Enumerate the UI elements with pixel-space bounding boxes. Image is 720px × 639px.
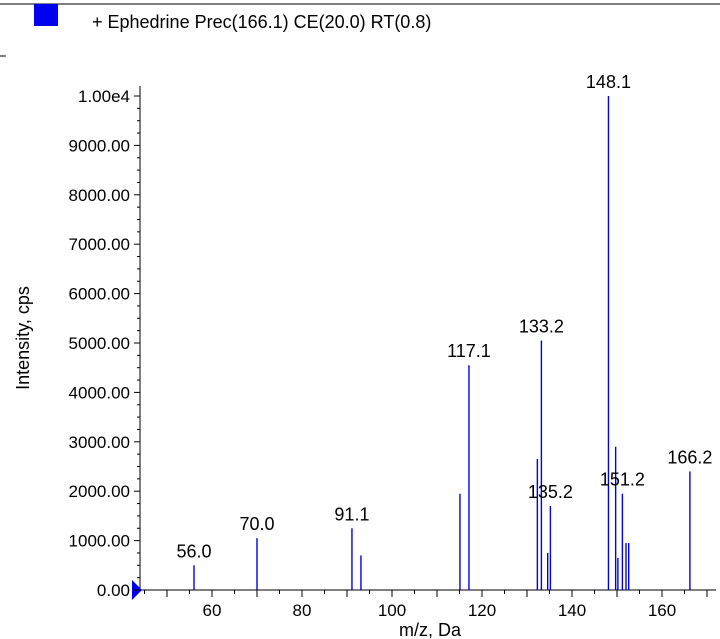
y-tick-label: 1.00e4 (78, 87, 130, 106)
peak-label: 56.0 (176, 541, 211, 561)
y-tick-label: 7000.00 (69, 235, 130, 254)
x-axis-title: m/z, Da (399, 620, 462, 639)
x-tick-label: 140 (558, 601, 586, 620)
y-tick-label: 5000.00 (69, 334, 130, 353)
peak-label: 151.2 (600, 470, 645, 490)
y-tick-label: 1000.00 (69, 532, 130, 551)
peak-label: 135.2 (528, 482, 573, 502)
peak-label: 166.2 (667, 447, 712, 467)
peak-label: 70.0 (239, 514, 274, 534)
x-tick-label: 160 (648, 601, 676, 620)
legend-swatch (34, 4, 58, 26)
peak-label: 117.1 (447, 341, 491, 361)
y-tick-label: 0.00 (97, 581, 130, 600)
peak-labels: 56.0 70.0 91.1 117.1 133.2 135.2 148.1 151.2 166… (176, 72, 712, 561)
x-tick-label: 80 (293, 601, 312, 620)
x-tick-label: 120 (468, 601, 496, 620)
y-tick-label: 6000.00 (69, 285, 130, 304)
peak-label: 133.2 (519, 317, 564, 337)
y-tick-label: 9000.00 (69, 136, 130, 155)
legend-label: + Ephedrine Prec(166.1) CE(20.0) RT(0.8) (92, 12, 431, 32)
x-axis-ticks: 60 80 100 120 140 160 (144, 590, 708, 620)
y-tick-label: 2000.00 (69, 482, 130, 501)
y-axis-ticks: 0.00 1000.00 2000.00 3000.00 4000.00 5000.00 6… (69, 87, 140, 600)
peak-label: 91.1 (334, 504, 369, 524)
x-tick-label: 100 (378, 601, 406, 620)
peak-label: 148.1 (586, 72, 631, 92)
spectrum-bars (193, 96, 691, 590)
y-tick-label: 8000.00 (69, 186, 130, 205)
y-tick-label: 3000.00 (69, 433, 130, 452)
y-tick-label: 4000.00 (69, 383, 130, 402)
x-tick-label: 60 (203, 601, 222, 620)
y-axis-title: Intensity, cps (13, 286, 33, 390)
